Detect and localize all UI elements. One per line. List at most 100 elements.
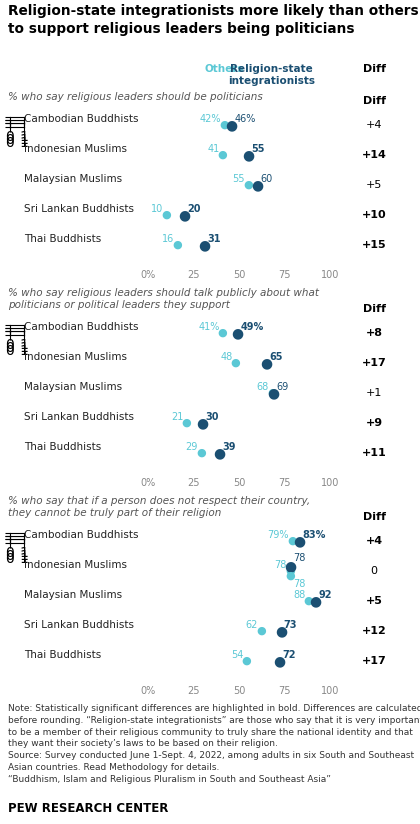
- Text: Malaysian Muslims: Malaysian Muslims: [24, 174, 122, 184]
- Text: +5: +5: [365, 596, 383, 606]
- Text: Diff: Diff: [362, 64, 386, 74]
- Text: +11: +11: [362, 448, 386, 458]
- Text: 65: 65: [269, 352, 283, 362]
- Text: ●: ●: [260, 356, 272, 370]
- Text: 48: 48: [220, 352, 232, 362]
- Text: 29: 29: [185, 442, 198, 452]
- Text: +15: +15: [362, 240, 386, 250]
- Text: +17: +17: [362, 358, 386, 368]
- Text: Diff: Diff: [362, 96, 386, 106]
- Text: 78: 78: [293, 553, 305, 563]
- Text: 25: 25: [187, 270, 200, 280]
- Text: % who say religious leaders should be politicians: % who say religious leaders should be po…: [8, 92, 263, 102]
- Text: ●: ●: [243, 180, 253, 190]
- Text: Diff: Diff: [362, 304, 386, 314]
- Text: 42%: 42%: [200, 114, 221, 124]
- Text: 69: 69: [277, 382, 289, 392]
- Text: 73: 73: [284, 620, 297, 630]
- Text: Note: Statistically significant differences are highlighted in bold. Differences: Note: Statistically significant differen…: [8, 704, 420, 784]
- Text: Religion-state
integrationists: Religion-state integrationists: [228, 64, 315, 86]
- Text: 100: 100: [321, 478, 339, 488]
- Text: ●: ●: [285, 566, 295, 576]
- Text: Indonesian Muslims: Indonesian Muslims: [24, 144, 127, 154]
- Text: 0%: 0%: [140, 270, 156, 280]
- Text: Cambodian Buddhists: Cambodian Buddhists: [24, 530, 139, 540]
- Text: 75: 75: [278, 686, 291, 696]
- Text: +10: +10: [362, 210, 386, 220]
- Text: 50: 50: [233, 686, 245, 696]
- Text: 30: 30: [206, 412, 219, 422]
- Text: ●: ●: [285, 571, 295, 581]
- Text: ●: ●: [275, 624, 287, 638]
- Text: 92: 92: [318, 590, 332, 600]
- Text: Sri Lankan Buddhists: Sri Lankan Buddhists: [24, 620, 134, 630]
- Text: 60: 60: [260, 174, 273, 184]
- Text: % who say religious leaders should talk publicly about what
politicians or polit: % who say religious leaders should talk …: [8, 288, 319, 311]
- Text: ●: ●: [256, 626, 266, 636]
- Text: Diff: Diff: [362, 512, 386, 522]
- Text: ●: ●: [310, 594, 321, 608]
- Text: 78: 78: [275, 560, 287, 570]
- Text: ●: ●: [268, 386, 280, 400]
- Text: 55: 55: [251, 144, 265, 154]
- Text: 46%: 46%: [235, 114, 256, 124]
- Text: Sri Lankan Buddhists: Sri Lankan Buddhists: [24, 412, 134, 422]
- Text: ●: ●: [267, 388, 277, 398]
- Text: Thai Buddhists: Thai Buddhists: [24, 234, 101, 244]
- Text: % who say that if a person does not respect their country,
they cannot be truly : % who say that if a person does not resp…: [8, 496, 310, 518]
- Text: 83%: 83%: [302, 530, 326, 540]
- Text: ●: ●: [181, 418, 191, 428]
- Text: ●: ●: [251, 178, 263, 192]
- Text: 21: 21: [171, 412, 183, 422]
- Text: +8: +8: [365, 328, 383, 338]
- Text: +12: +12: [362, 626, 386, 636]
- Text: Sri Lankan Buddhists: Sri Lankan Buddhists: [24, 204, 134, 214]
- Text: 68: 68: [257, 382, 269, 392]
- Text: 100: 100: [321, 686, 339, 696]
- Text: 75: 75: [278, 270, 291, 280]
- Text: 88: 88: [293, 590, 305, 600]
- Text: ●: ●: [172, 240, 182, 250]
- Text: ●: ●: [284, 559, 296, 573]
- Text: 75: 75: [278, 478, 291, 488]
- Text: +1: +1: [366, 388, 382, 398]
- Text: 41: 41: [207, 144, 220, 154]
- Text: Indonesian Muslims: Indonesian Muslims: [24, 560, 127, 570]
- Text: PEW RESEARCH CENTER: PEW RESEARCH CENTER: [8, 802, 168, 815]
- Text: ●: ●: [161, 210, 171, 220]
- Text: 50: 50: [233, 270, 245, 280]
- Text: 55: 55: [233, 174, 245, 184]
- Text: 78: 78: [293, 579, 305, 589]
- Text: 20: 20: [187, 204, 201, 214]
- Text: ●: ●: [197, 416, 209, 430]
- Text: 25: 25: [187, 478, 200, 488]
- Text: ●: ●: [287, 536, 297, 546]
- Text: +4: +4: [365, 536, 383, 546]
- Text: 16: 16: [162, 234, 174, 244]
- Text: 72: 72: [282, 650, 296, 660]
- Text: +14: +14: [362, 150, 386, 160]
- Text: ●: ●: [218, 150, 228, 160]
- Text: Cambodian Buddhists: Cambodian Buddhists: [24, 322, 139, 332]
- Text: ●: ●: [218, 328, 228, 338]
- Text: 0%: 0%: [140, 478, 156, 488]
- Text: 54: 54: [231, 650, 243, 660]
- Text: Thai Buddhists: Thai Buddhists: [24, 442, 101, 452]
- Text: ●: ●: [231, 358, 240, 368]
- Text: ●: ●: [241, 656, 251, 666]
- Text: ●: ●: [293, 534, 305, 548]
- Text: +4: +4: [366, 120, 382, 130]
- Text: ●: ●: [273, 654, 285, 668]
- Text: 49%: 49%: [240, 322, 263, 332]
- Text: ●: ●: [196, 448, 206, 458]
- Text: 41%: 41%: [198, 322, 220, 332]
- Text: ●: ●: [213, 446, 225, 460]
- Text: ●: ●: [198, 238, 210, 252]
- Text: 39: 39: [222, 442, 236, 452]
- Text: ●: ●: [178, 208, 190, 222]
- Text: Indonesian Muslims: Indonesian Muslims: [24, 352, 127, 362]
- Text: Others: Others: [205, 64, 244, 74]
- Text: ●: ●: [231, 326, 243, 340]
- Text: 31: 31: [207, 234, 221, 244]
- Text: 62: 62: [245, 620, 258, 630]
